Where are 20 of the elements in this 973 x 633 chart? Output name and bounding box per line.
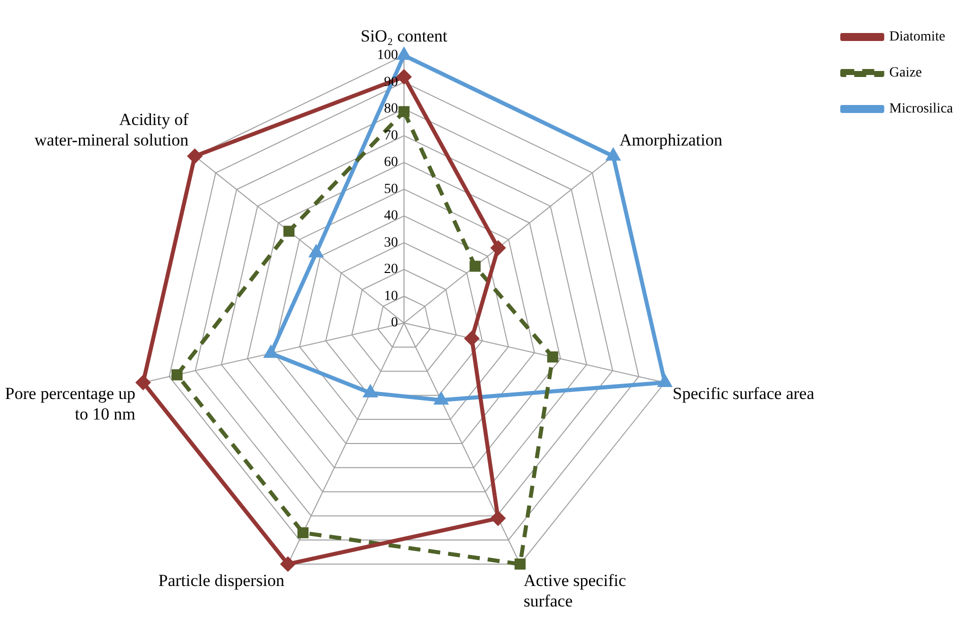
spoke-label: SiO₂ content <box>360 26 448 46</box>
spoke-label: Active specific surface <box>524 570 626 610</box>
spoke-label: Pore percentage up to 10 nm <box>5 384 136 424</box>
y-tick-label: 40 <box>384 208 398 224</box>
spoke-label: Particle dispersion <box>158 570 285 590</box>
y-tick-label: 100 <box>377 48 398 64</box>
legend-label: Diatomite <box>889 30 946 45</box>
y-tick-label: 30 <box>384 235 398 250</box>
y-tick-label: 20 <box>384 262 398 278</box>
legend-label: Microsilica <box>889 102 954 117</box>
y-tick-label: 70 <box>384 128 398 144</box>
spoke-label: Acidity of water-mineral solution <box>34 110 190 150</box>
y-tick-label: 10 <box>384 288 398 304</box>
spoke-label: Specific surface area <box>672 384 815 403</box>
spoke-label: Amorphization <box>619 130 723 150</box>
y-tick-label: 60 <box>384 155 398 170</box>
y-tick-label: 0 <box>391 316 398 331</box>
y-tick-label: 80 <box>384 102 398 117</box>
legend-label: Gaize <box>889 66 922 81</box>
y-tick-label: 50 <box>384 182 398 197</box>
